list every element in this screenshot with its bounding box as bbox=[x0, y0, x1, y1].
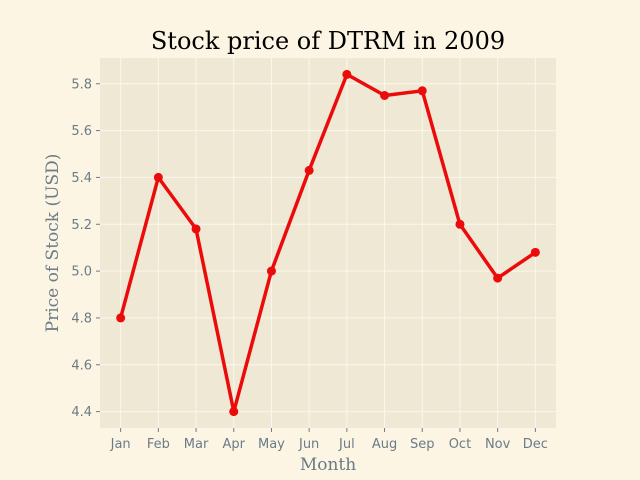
plot-area bbox=[100, 58, 556, 428]
y-tick-label: 5.2 bbox=[71, 218, 92, 233]
y-tick-label: 5.0 bbox=[71, 265, 92, 280]
y-axis-ticks: 4.4 4.6 4.8 5.0 5.2 5.4 5.6 5.8 bbox=[71, 77, 100, 420]
data-point bbox=[229, 407, 239, 417]
y-tick-label: 4.4 bbox=[71, 405, 92, 420]
x-tick-label: Jun bbox=[298, 437, 319, 452]
x-tick-label: Jan bbox=[110, 437, 131, 452]
data-point bbox=[266, 266, 276, 276]
data-point bbox=[455, 219, 465, 229]
data-point bbox=[493, 273, 503, 283]
x-tick-label: Nov bbox=[485, 437, 511, 452]
data-point bbox=[304, 165, 314, 175]
x-axis-label: Month bbox=[300, 455, 356, 475]
y-tick-label: 5.4 bbox=[71, 171, 92, 186]
x-tick-label: Apr bbox=[223, 437, 246, 452]
y-tick-label: 5.8 bbox=[71, 77, 92, 92]
x-tick-label: May bbox=[258, 437, 285, 452]
data-point bbox=[342, 69, 352, 79]
x-tick-label: Dec bbox=[523, 437, 548, 452]
y-tick-label: 4.8 bbox=[71, 311, 92, 326]
y-tick-label: 4.6 bbox=[71, 358, 92, 373]
data-point bbox=[380, 90, 390, 100]
data-point bbox=[191, 224, 201, 234]
data-point bbox=[116, 313, 126, 323]
x-tick-label: Sep bbox=[410, 437, 435, 452]
x-tick-label: Oct bbox=[449, 437, 471, 452]
x-tick-label: Aug bbox=[372, 437, 397, 452]
x-tick-label: Feb bbox=[147, 437, 170, 452]
y-tick-label: 5.6 bbox=[71, 124, 92, 139]
data-point bbox=[153, 172, 163, 182]
x-tick-label: Jul bbox=[338, 437, 355, 452]
y-axis-label: Price of Stock (USD) bbox=[43, 154, 63, 333]
x-axis-ticks: Jan Feb Mar Apr May Jun Jul Aug Sep Oct Nov Dec bbox=[110, 428, 548, 452]
data-points bbox=[116, 69, 540, 417]
series-line-path bbox=[118, 72, 538, 414]
data-point bbox=[530, 247, 540, 257]
x-tick-label: Mar bbox=[184, 437, 209, 452]
chart-title: Stock price of DTRM in 2009 bbox=[151, 27, 505, 55]
series-line bbox=[118, 72, 538, 414]
grid-lines bbox=[100, 58, 556, 428]
data-point bbox=[417, 86, 427, 96]
